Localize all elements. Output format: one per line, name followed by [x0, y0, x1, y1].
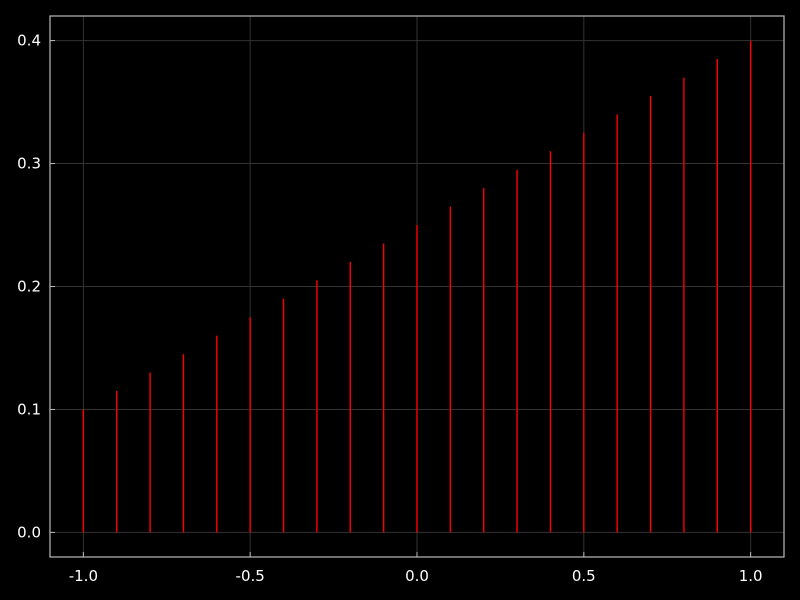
x-tick-label: 0.5 — [572, 567, 596, 585]
stem-series — [82, 40, 752, 533]
y-tick-label: 0.1 — [17, 400, 41, 418]
x-tick-label: 0.0 — [405, 567, 429, 585]
x-tick-label: -0.5 — [236, 567, 265, 585]
x-tick-label: 1.0 — [739, 567, 763, 585]
x-tick-label: -1.0 — [69, 567, 98, 585]
y-tick-label: 0.2 — [17, 278, 41, 296]
y-tick-label: 0.0 — [17, 523, 41, 541]
y-tick-label: 0.3 — [17, 155, 41, 173]
y-tick-label: 0.4 — [17, 32, 41, 50]
axis-ticks — [50, 40, 752, 557]
tick-labels: -1.0 -0.5 0.0 0.5 1.0 0.0 0.1 0.2 0.3 0.4 — [17, 32, 762, 585]
